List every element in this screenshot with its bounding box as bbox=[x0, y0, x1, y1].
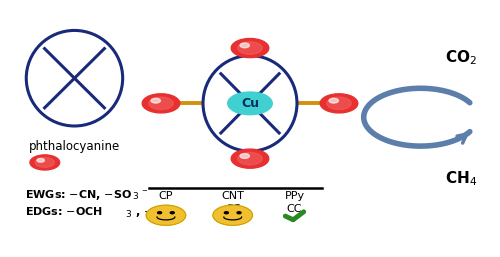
Circle shape bbox=[228, 92, 272, 115]
Circle shape bbox=[149, 97, 173, 109]
Text: $2$: $2$ bbox=[170, 208, 176, 219]
Text: $^-$: $^-$ bbox=[140, 188, 148, 198]
Circle shape bbox=[213, 205, 252, 225]
Circle shape bbox=[238, 42, 262, 54]
Text: CO$_2$: CO$_2$ bbox=[446, 49, 478, 67]
Circle shape bbox=[240, 43, 250, 48]
Text: phthalocyanine: phthalocyanine bbox=[29, 140, 120, 153]
Text: EDGs: $-$OCH: EDGs: $-$OCH bbox=[25, 205, 103, 217]
Circle shape bbox=[30, 155, 60, 170]
Circle shape bbox=[231, 39, 269, 58]
Text: PPy
CC: PPy CC bbox=[284, 191, 304, 214]
Circle shape bbox=[329, 98, 338, 103]
Circle shape bbox=[231, 149, 269, 168]
Text: $3$: $3$ bbox=[126, 208, 132, 219]
Circle shape bbox=[151, 98, 160, 103]
Text: CNT
CC: CNT CC bbox=[222, 191, 244, 214]
Circle shape bbox=[327, 97, 351, 109]
Text: Cu: Cu bbox=[241, 97, 259, 110]
Circle shape bbox=[37, 159, 44, 162]
Circle shape bbox=[238, 152, 262, 165]
Text: EWGs: $-$CN, $-$SO: EWGs: $-$CN, $-$SO bbox=[25, 188, 132, 201]
Circle shape bbox=[224, 212, 228, 214]
Circle shape bbox=[146, 205, 186, 225]
Text: , $-$NH: , $-$NH bbox=[135, 205, 172, 219]
Text: CH$_4$: CH$_4$ bbox=[446, 169, 478, 188]
Circle shape bbox=[170, 212, 174, 214]
Circle shape bbox=[237, 212, 241, 214]
Circle shape bbox=[158, 212, 162, 214]
Text: $3$: $3$ bbox=[132, 190, 139, 201]
Circle shape bbox=[142, 94, 180, 113]
Circle shape bbox=[320, 94, 358, 113]
Text: CP: CP bbox=[158, 191, 173, 201]
Circle shape bbox=[35, 158, 54, 167]
Circle shape bbox=[240, 154, 250, 158]
